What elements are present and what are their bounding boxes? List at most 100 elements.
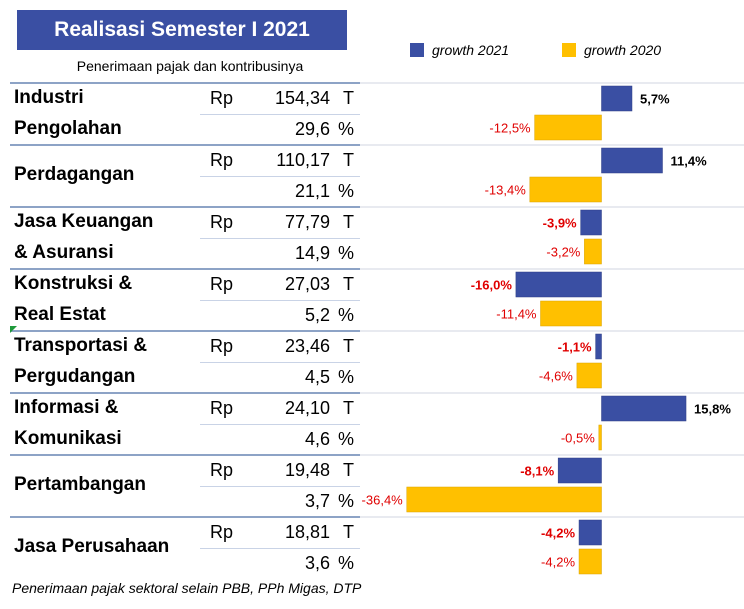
data-label: -11,4%	[496, 307, 537, 322]
share-value: 3,6	[304, 553, 330, 573]
bar-growth-2020	[598, 424, 602, 451]
growth-chart: 5,7% 11,4% -3,9% -16,0% -1,1% 15,8% -8,1% -4,2%…	[360, 82, 744, 575]
data-label: -1,1%	[558, 340, 592, 355]
currency-label: Rp	[210, 398, 234, 418]
sector-name: Jasa Perusahaan	[14, 536, 170, 557]
amount-value: 18,81	[284, 522, 330, 542]
amount-unit: T	[343, 150, 354, 170]
amount-value: 154,34	[274, 88, 330, 108]
data-label: -36,4%	[362, 493, 404, 508]
sector-name-line2: & Asuransi	[14, 242, 114, 263]
bar-growth-2021	[601, 395, 687, 422]
data-label: -12,5%	[489, 121, 531, 136]
data-label: -3,2%	[546, 245, 580, 260]
legend-item-growth-2020: growth 2020	[562, 42, 661, 58]
currency-label: Rp	[210, 522, 234, 542]
sector-name-line2: Komunikasi	[14, 428, 122, 449]
data-label: 11,4%	[670, 154, 707, 169]
share-value: 29,6	[294, 119, 330, 139]
sector-row: Transportasi & Pergudangan Rp 23,46 T 4,5%	[10, 330, 360, 394]
amount-unit: T	[343, 212, 354, 232]
amount-unit: T	[343, 88, 354, 108]
share-unit: %	[337, 243, 354, 263]
data-label: -8,1%	[520, 464, 554, 479]
bar-growth-2020	[406, 486, 602, 513]
amount-value: 110,17	[276, 150, 330, 170]
sector-row: Pertambangan Rp 19,48 T 3,7%	[10, 454, 360, 518]
legend-label-2021: growth 2021	[432, 42, 510, 58]
amount-value: 27,03	[284, 274, 330, 294]
amount-unit: T	[343, 398, 354, 418]
row-divider	[200, 114, 360, 115]
data-label: 5,7%	[640, 92, 670, 107]
data-label: -4,2%	[541, 526, 575, 541]
share-value: 5,2	[304, 305, 330, 325]
share-unit: %	[337, 553, 354, 573]
sector-name-line1: Transportasi &	[14, 335, 148, 356]
bar-growth-2021	[557, 457, 602, 484]
bar-growth-2021	[515, 271, 602, 298]
amount-value: 19,48	[284, 460, 330, 480]
sector-row: Perdagangan Rp 110,17 T 21,1%	[10, 144, 360, 208]
share-value: 21,1	[294, 181, 330, 201]
amount-unit: T	[343, 460, 354, 480]
row-divider	[200, 486, 360, 487]
data-label: -4,6%	[539, 369, 573, 384]
share-value: 4,5	[304, 367, 330, 387]
currency-label: Rp	[210, 88, 234, 108]
share-unit: %	[337, 491, 354, 511]
bar-growth-2020	[540, 300, 602, 327]
sector-name: Perdagangan	[14, 164, 135, 185]
sector-row: Jasa Keuangan & Asuransi Rp 77,79 T 14,9%	[10, 206, 360, 270]
amount-value: 23,46	[284, 336, 330, 356]
sector-name-line1: Industri	[14, 87, 84, 108]
legend-item-growth-2021: growth 2021	[410, 42, 509, 58]
sector-name-line2: Real Estat	[14, 304, 106, 325]
share-unit: %	[337, 429, 354, 449]
sector-name: Pertambangan	[14, 474, 146, 495]
sector-name-line1: Jasa Keuangan	[14, 211, 154, 232]
share-unit: %	[337, 181, 354, 201]
currency-label: Rp	[210, 150, 234, 170]
share-unit: %	[337, 305, 354, 325]
bar-growth-2021	[601, 147, 663, 174]
row-divider	[200, 424, 360, 425]
footnote: Penerimaan pajak sektoral selain PBB, PP…	[12, 580, 362, 596]
share-value: 4,6	[304, 429, 330, 449]
bar-growth-2021	[601, 85, 633, 112]
sector-row: Jasa Perusahaan Rp 18,81 T 3,6%	[10, 516, 360, 580]
row-divider	[200, 548, 360, 549]
currency-label: Rp	[210, 212, 234, 232]
row-divider	[200, 362, 360, 363]
amount-value: 24,10	[284, 398, 330, 418]
bar-growth-2020	[576, 362, 602, 389]
sector-row: Konstruksi & Real Estat Rp 27,03 T 5,2%	[10, 268, 360, 332]
cell-comment-marker	[10, 326, 17, 333]
currency-label: Rp	[210, 274, 234, 294]
data-label: -0,5%	[561, 431, 595, 446]
amount-unit: T	[343, 336, 354, 356]
row-divider	[200, 238, 360, 239]
share-unit: %	[337, 119, 354, 139]
currency-label: Rp	[210, 336, 234, 356]
share-value: 14,9	[294, 243, 330, 263]
bar-growth-2020	[578, 548, 602, 575]
sector-name-line1: Konstruksi &	[14, 273, 133, 294]
bar-growth-2020	[584, 238, 602, 265]
sector-name-line2: Pergudangan	[14, 366, 136, 387]
bar-growth-2020	[529, 176, 602, 203]
bar-growth-2021	[578, 519, 602, 546]
amount-value: 77,79	[284, 212, 330, 232]
row-divider	[200, 176, 360, 177]
data-label: -16,0%	[471, 278, 513, 293]
currency-label: Rp	[210, 460, 234, 480]
data-label: -13,4%	[485, 183, 527, 198]
data-label: -3,9%	[543, 216, 577, 231]
sector-name-line1: Informasi &	[14, 397, 119, 418]
amount-unit: T	[343, 274, 354, 294]
legend-swatch-2021	[410, 43, 424, 57]
page-title: Realisasi Semester I 2021	[17, 10, 347, 50]
data-label: 15,8%	[694, 402, 731, 417]
sector-name-line2: Pengolahan	[14, 118, 122, 139]
bar-growth-2021	[580, 209, 602, 236]
